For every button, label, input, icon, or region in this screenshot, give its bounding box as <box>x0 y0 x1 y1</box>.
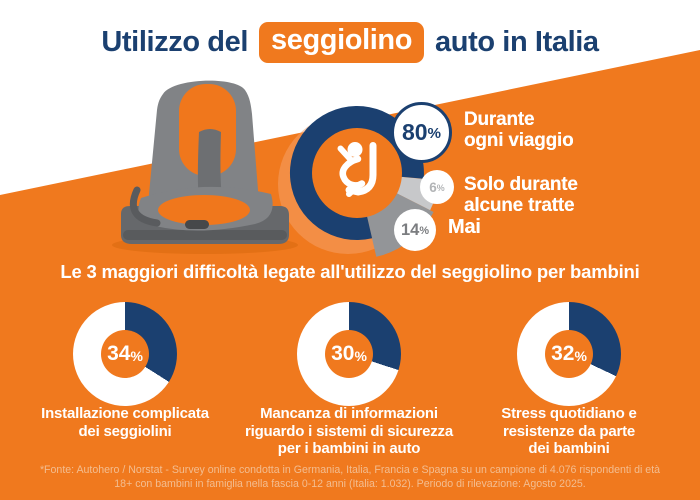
difficulty-donut-3: 32% <box>517 302 621 406</box>
callout-14-number: 14 <box>400 220 420 239</box>
difficulty-donut-2-value: 30% <box>325 330 373 378</box>
donut-center <box>312 128 402 218</box>
title-prefix: Utilizzo del <box>101 26 249 58</box>
title-highlight-badge: seggiolino <box>259 22 425 63</box>
usage-donut-chart <box>278 106 439 257</box>
callout-80-number: 80 <box>401 119 428 145</box>
percent-sign: % <box>436 182 445 193</box>
difficulty-donut-3-value: 32% <box>545 330 593 378</box>
title-suffix: auto in Italia <box>435 26 599 58</box>
difficulty-label-3: Stress quotidiano e resistenze da parte … <box>501 405 637 457</box>
car-seat-illustration <box>112 80 298 254</box>
child-in-carseat-icon <box>337 142 377 197</box>
difficulty-label-1: Installazione complicata dei seggiolini <box>41 405 209 440</box>
callout-label-14: Mai <box>448 216 481 238</box>
difficulty-label-2: Mancanza di informazioni riguardo i sist… <box>244 405 454 457</box>
difficulty-donut-2: 30% <box>297 302 401 406</box>
percent-sign: % <box>574 347 587 364</box>
difficulty-donut-1-value: 34% <box>101 330 149 378</box>
percent-sign: % <box>354 347 367 364</box>
page-title: Utilizzo del seggiolino auto in Italia <box>0 22 700 63</box>
callout-6-number: 6 <box>429 179 437 195</box>
difficulty-donut-1: 34% <box>73 302 177 406</box>
callout-value-80: 80% <box>391 102 452 163</box>
percent-sign: % <box>130 347 143 364</box>
source-note: *Fonte: Autohero / Norstat - Survey onli… <box>39 464 661 490</box>
segment-80pct <box>289 106 424 241</box>
percent-sign: % <box>427 124 442 142</box>
callout-label-6: Solo durante alcune tratte <box>464 174 578 216</box>
callout-value-6: 6% <box>420 170 454 204</box>
callout-value-14: 14% <box>394 209 436 251</box>
percent-sign: % <box>419 224 430 237</box>
callout-label-80: Durante ogni viaggio <box>464 109 574 151</box>
difficulties-heading: Le 3 maggiori difficoltà legate all'util… <box>60 261 640 282</box>
